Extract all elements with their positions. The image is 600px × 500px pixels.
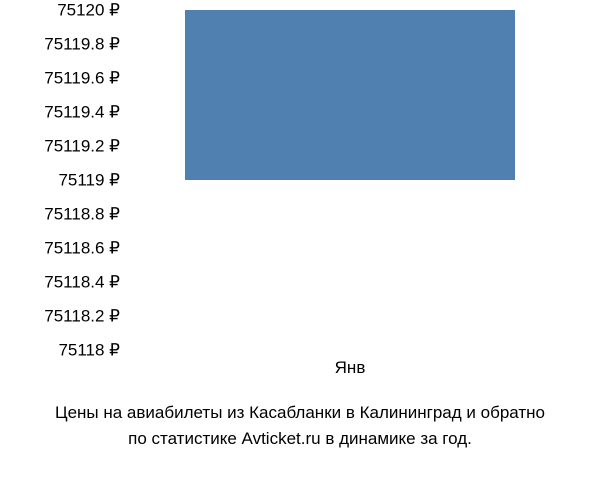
plot-area [130, 10, 570, 350]
bar [185, 10, 515, 180]
y-axis: 75120 ₽75119.8 ₽75119.6 ₽75119.4 ₽75119.… [0, 10, 130, 350]
caption-line-1: Цены на авиабилеты из Касабланки в Калин… [55, 403, 545, 422]
y-tick-label: 75118.2 ₽ [0, 308, 120, 325]
y-tick-label: 75118 ₽ [0, 342, 120, 359]
x-tick-label: Янв [335, 358, 366, 378]
y-tick-label: 75119.2 ₽ [0, 138, 120, 155]
price-chart: 75120 ₽75119.8 ₽75119.6 ₽75119.4 ₽75119.… [0, 10, 600, 370]
y-tick-label: 75118.4 ₽ [0, 274, 120, 291]
y-tick-label: 75118.8 ₽ [0, 206, 120, 223]
y-tick-label: 75120 ₽ [0, 2, 120, 19]
y-tick-label: 75119.6 ₽ [0, 70, 120, 87]
y-tick-label: 75118.6 ₽ [0, 240, 120, 257]
y-tick-label: 75119.4 ₽ [0, 104, 120, 121]
y-tick-label: 75119.8 ₽ [0, 36, 120, 53]
chart-caption: Цены на авиабилеты из Касабланки в Калин… [0, 400, 600, 451]
y-tick-label: 75119 ₽ [0, 172, 120, 189]
caption-line-2: по статистике Avticket.ru в динамике за … [128, 429, 472, 448]
